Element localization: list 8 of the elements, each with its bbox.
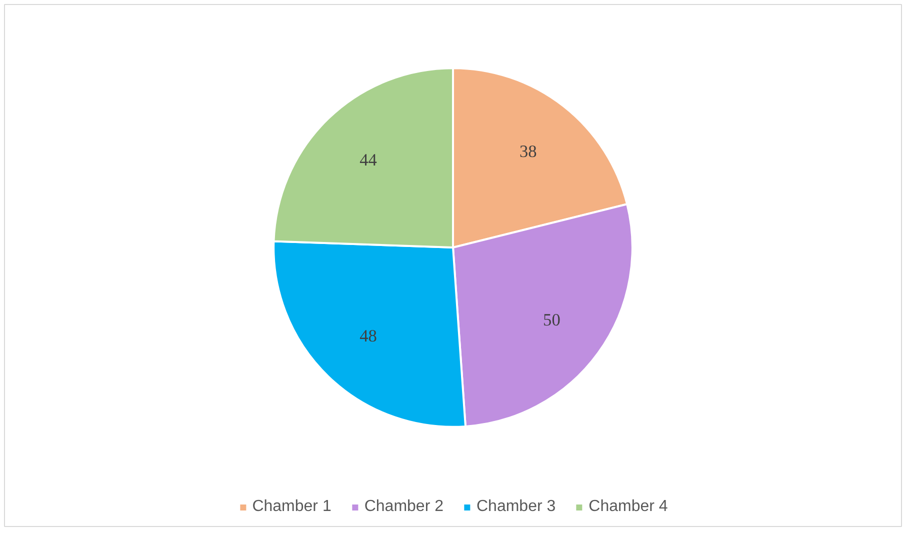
legend-label: Chamber 3 <box>476 498 556 516</box>
data-label: 44 <box>360 150 378 170</box>
data-label: 50 <box>543 310 560 330</box>
legend-label: Chamber 2 <box>364 498 444 516</box>
legend-label: Chamber 1 <box>252 498 332 516</box>
data-label: 48 <box>360 326 377 346</box>
data-label: 38 <box>519 142 537 162</box>
legend-label: Chamber 4 <box>588 498 668 516</box>
